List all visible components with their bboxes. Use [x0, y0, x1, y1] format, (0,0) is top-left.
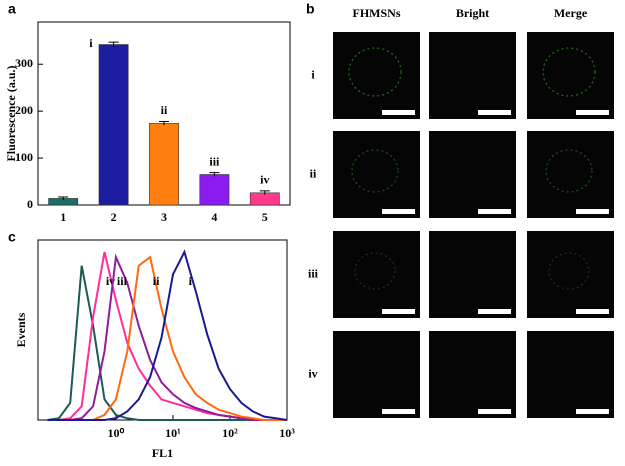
micrograph — [429, 231, 516, 318]
bar — [98, 44, 129, 206]
y-tick-label: 300 — [15, 56, 33, 70]
curve-label: iv — [106, 274, 115, 288]
scale-bar — [576, 110, 609, 115]
x-tick-label: 2 — [111, 210, 117, 224]
panel-label: b — [306, 1, 315, 17]
bar-label: ii — [161, 103, 168, 117]
row-label: i — [311, 67, 315, 81]
cell-outline — [542, 47, 596, 97]
micrograph — [333, 331, 420, 418]
row-label: iv — [308, 366, 317, 380]
micrograph — [333, 131, 420, 218]
micrograph — [429, 32, 516, 119]
x-tick-label: 3 — [161, 210, 167, 224]
scale-bar — [478, 309, 511, 314]
error-bar — [259, 190, 270, 195]
micrograph — [333, 32, 420, 119]
scale-bar — [576, 309, 609, 314]
cell-outline — [348, 47, 402, 97]
curve-label: iii — [117, 274, 128, 288]
panel-label: a — [8, 1, 16, 17]
y-tick-label: 200 — [15, 103, 33, 117]
cell-outline — [545, 149, 593, 193]
y-tick-label: 0 — [27, 197, 33, 211]
x-tick-label: 10² — [222, 426, 238, 440]
column-header: Merge — [554, 6, 588, 20]
micrograph — [527, 131, 614, 218]
micrograph — [429, 131, 516, 218]
row-label: iii — [308, 266, 319, 280]
bar-label: iv — [260, 173, 269, 187]
micrograph — [527, 32, 614, 119]
error-bar — [159, 120, 169, 126]
cell-outline — [548, 252, 590, 290]
histogram-line — [47, 249, 288, 421]
y-axis-label: Events — [14, 312, 28, 347]
y-tick-label: 100 — [15, 150, 33, 164]
bar-label: i — [89, 36, 93, 50]
panel-label: c — [8, 229, 16, 245]
error-bar — [108, 41, 119, 47]
bar — [199, 174, 230, 206]
column-header: FHMSNs — [353, 6, 401, 20]
histogram-line — [47, 253, 287, 421]
scale-bar — [382, 409, 415, 414]
cell-outline — [354, 252, 396, 290]
error-bar — [58, 196, 69, 200]
scale-bar — [478, 209, 511, 214]
curve-label: i — [189, 274, 193, 288]
bar-label: iii — [209, 154, 220, 168]
scale-bar — [478, 110, 511, 115]
scale-bar — [576, 409, 609, 414]
scale-bar — [478, 409, 511, 414]
micrograph — [429, 331, 516, 418]
x-tick-label: 1 — [60, 210, 66, 224]
error-bar — [209, 172, 220, 177]
scale-bar — [382, 309, 415, 314]
x-tick-label: 10¹ — [165, 426, 181, 440]
micrograph — [333, 231, 420, 318]
y-axis-label: Fluorescence (a.u.) — [4, 65, 18, 161]
x-tick-label: 10⁰ — [108, 426, 125, 440]
micrograph — [527, 331, 614, 418]
row-label: ii — [310, 166, 317, 180]
bar — [149, 123, 179, 206]
cell-outline — [351, 149, 399, 193]
micrograph — [527, 231, 614, 318]
x-tick-label: 4 — [211, 210, 217, 224]
x-axis-label: FL1 — [152, 446, 173, 460]
scale-bar — [382, 110, 415, 115]
x-tick-label: 5 — [262, 210, 268, 224]
curve-label: ii — [153, 274, 160, 288]
column-header: Bright — [456, 6, 489, 20]
scale-bar — [576, 209, 609, 214]
scale-bar — [382, 209, 415, 214]
x-tick-label: 10³ — [279, 426, 295, 440]
